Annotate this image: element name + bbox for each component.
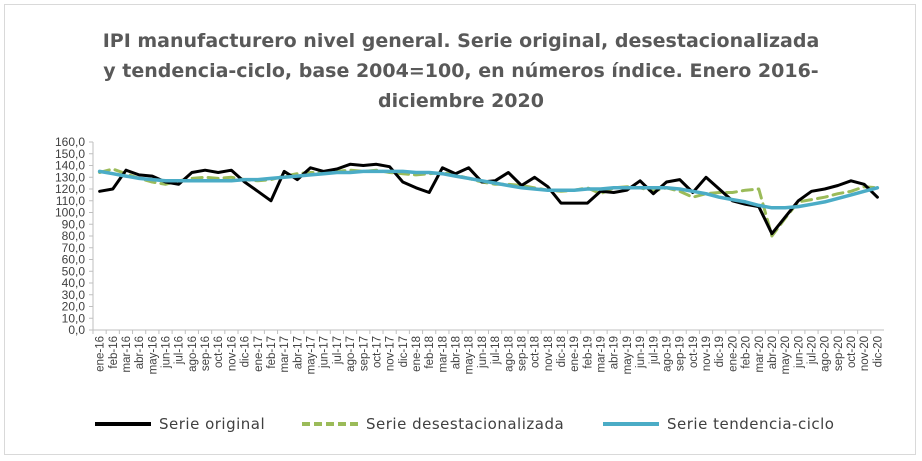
chart-title-line-3: diciembre 2020 (378, 90, 544, 112)
x-tick-label: ago-20 (820, 336, 832, 372)
x-tick-label: feb-17 (266, 336, 278, 369)
x-tick-label: abr-17 (292, 336, 304, 369)
legend-swatch-tendencia (603, 422, 659, 426)
x-tick-label: ene-17 (253, 336, 265, 372)
x-tick-label: dic-19 (714, 336, 726, 367)
x-tick-label: jun-20 (793, 336, 805, 369)
y-tick-label: 0,0 (68, 323, 85, 337)
x-tick-label: feb-16 (108, 336, 120, 369)
y-tick-label: 90,0 (62, 217, 86, 231)
y-tick-label: 30,0 (62, 288, 86, 302)
legend-item-tendencia: Serie tendencia-ciclo (603, 412, 834, 436)
x-tick-label: sep-17 (358, 336, 370, 371)
x-tick-label: sep-18 (516, 336, 528, 371)
x-tick-label: dic-17 (398, 336, 410, 367)
y-tick-label: 60,0 (62, 253, 86, 267)
x-tick-label: mar-20 (754, 336, 766, 372)
legend-item-desestacionalizada: Serie desestacionalizada (302, 412, 564, 436)
x-tick-label: jun-19 (635, 336, 647, 369)
chart-frame (4, 4, 916, 455)
x-tick-label: jun-18 (477, 336, 489, 369)
x-tick-label: mar-16 (121, 336, 133, 372)
x-tick-label: oct-19 (688, 336, 700, 368)
y-tick-label: 40,0 (62, 276, 86, 290)
legend-label-original: Serie original (159, 415, 266, 433)
x-tick-label: oct-16 (213, 336, 225, 368)
x-tick-label: ago-18 (503, 336, 515, 372)
y-tick-label: 50,0 (62, 264, 86, 278)
x-tick-label: nov-16 (226, 336, 238, 371)
y-tick-label: 130,0 (55, 170, 85, 184)
x-tick-label: oct-18 (530, 336, 542, 368)
x-tick-label: dic-20 (872, 336, 884, 367)
x-tick-label: jun-16 (161, 336, 173, 369)
x-tick-label: ago-17 (345, 336, 357, 372)
x-tick-label: jul-16 (174, 336, 186, 365)
x-tick-label: feb-19 (582, 336, 594, 369)
x-tick-label: abr-19 (609, 336, 621, 369)
series-line-tendencia-ciclo (97, 169, 880, 210)
y-tick-label: 140,0 (55, 159, 85, 173)
x-tick-label: sep-16 (200, 336, 212, 371)
chart-title-line-1: IPI manufacturero nivel general. Serie o… (102, 30, 820, 52)
x-tick-label: dic-18 (556, 336, 568, 367)
x-tick-label: sep-20 (833, 336, 845, 371)
chart-title: IPI manufacturero nivel general. Serie o… (0, 26, 922, 116)
x-tick-label: nov-19 (701, 336, 713, 371)
x-tick-label: may-19 (622, 336, 634, 374)
x-tick-label: abr-20 (767, 336, 779, 369)
y-tick-label: 150,0 (55, 147, 85, 161)
x-tick-label: jun-17 (319, 336, 331, 369)
y-tick-label: 10,0 (62, 311, 86, 325)
x-tick-label: ene-16 (95, 336, 107, 372)
x-tick-label: oct-17 (371, 336, 383, 368)
legend-swatch-desestacionalizada (302, 422, 358, 426)
x-tick-label: dic-16 (240, 336, 252, 367)
chart-title-line-2: y tendencia-ciclo, base 2004=100, en núm… (103, 60, 819, 82)
x-tick-label: jul-18 (490, 336, 502, 365)
x-tick-label: sep-19 (675, 336, 687, 371)
x-tick-label: feb-20 (741, 336, 753, 369)
legend-item-original: Serie original (95, 412, 265, 436)
x-tick-label: mar-18 (437, 336, 449, 372)
x-tick-label: ago-16 (187, 336, 199, 372)
x-tick-label: mar-17 (279, 336, 291, 372)
y-tick-label: 70,0 (62, 241, 86, 255)
x-tick-label: mar-19 (596, 336, 608, 372)
legend-swatch-original (95, 422, 151, 426)
x-tick-label: nov-20 (859, 336, 871, 371)
x-tick-label: may-16 (147, 336, 159, 374)
x-tick-label: feb-18 (424, 336, 436, 369)
x-tick-label: abr-16 (134, 336, 146, 369)
x-tick-label: may-20 (780, 336, 792, 374)
y-tick-label: 20,0 (62, 300, 86, 314)
x-tick-label: may-18 (464, 336, 476, 374)
y-tick-label: 120,0 (55, 182, 85, 196)
x-tick-label: may-17 (306, 336, 318, 374)
x-tick-label: oct-20 (846, 336, 858, 368)
y-tick-label: 80,0 (62, 229, 86, 243)
x-tick-label: jul-19 (648, 336, 660, 365)
y-tick-label: 110,0 (56, 194, 85, 208)
chart-legend: Serie original Serie desestacionalizada … (0, 412, 922, 436)
legend-label-desestacionalizada: Serie desestacionalizada (366, 415, 565, 433)
x-tick-label: ene-19 (569, 336, 581, 372)
x-tick-label: abr-18 (451, 336, 463, 369)
legend-label-tendencia: Serie tendencia-ciclo (667, 415, 835, 433)
y-tick-label: 160,0 (55, 135, 85, 149)
x-tick-label: ago-19 (661, 336, 673, 372)
x-tick-label: jul-17 (332, 336, 344, 365)
x-tick-label: nov-17 (385, 336, 397, 371)
x-tick-label: ene-18 (411, 336, 423, 372)
x-tick-label: nov-18 (543, 336, 555, 371)
x-tick-label: jul-20 (806, 336, 818, 365)
y-tick-label: 100,0 (55, 206, 85, 220)
x-tick-label: ene-20 (727, 336, 739, 372)
